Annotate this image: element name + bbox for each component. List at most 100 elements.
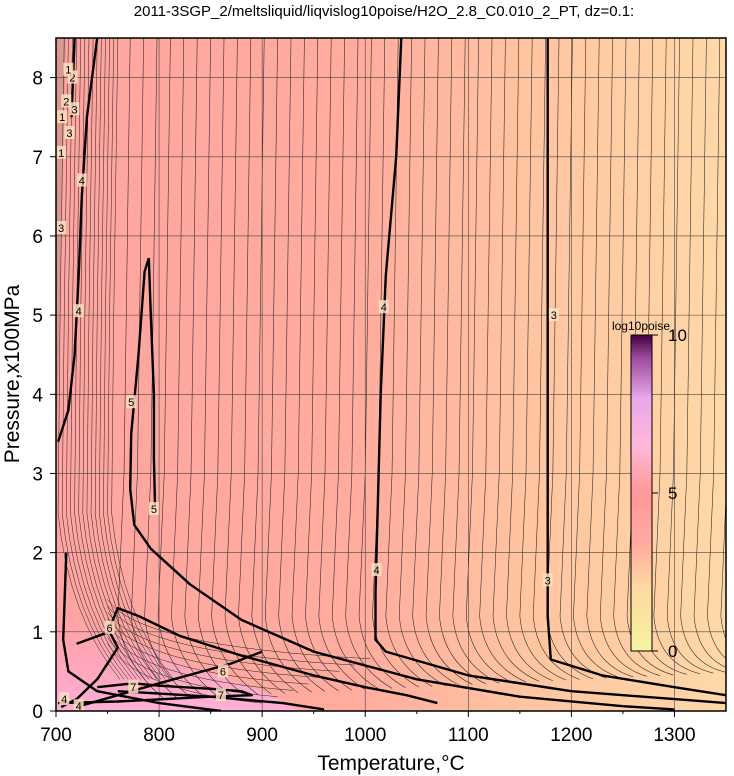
contour-label: 3 [545, 575, 551, 587]
contour-label-bg [542, 573, 553, 587]
thin-contour-line [264, 38, 312, 693]
thin-contour-line [519, 38, 567, 681]
contour-line-5 [128, 257, 675, 711]
thin-contour-line [492, 38, 540, 682]
thin-contour-line [107, 618, 325, 678]
y-tick-label: 7 [32, 148, 43, 169]
thin-contour-line [107, 605, 355, 666]
contour-line-6 [108, 606, 438, 705]
thin-contour-line [331, 38, 379, 690]
thin-contour-line [707, 38, 726, 659]
contour-label: 5 [151, 504, 157, 516]
thin-contour-line [666, 38, 714, 674]
x-tick-label: 900 [246, 725, 278, 746]
thin-contour-line [94, 38, 158, 680]
thin-contour-line [693, 38, 726, 668]
thin-contour-line [278, 38, 326, 692]
thin-contour-line [372, 38, 419, 688]
contour-label: 4 [374, 565, 380, 577]
contour-label: 2 [69, 73, 75, 85]
x-tick-label: 800 [143, 725, 175, 746]
thin-contour-line [439, 38, 486, 685]
contour-line-5 [62, 552, 222, 711]
x-tick-label: 700 [40, 725, 72, 746]
low-temperature-high-viscosity-region [56, 600, 300, 711]
heatmap-background [56, 38, 726, 711]
thin-contour-line [238, 38, 285, 694]
contour-label: 3 [71, 104, 77, 116]
grid-lines [56, 38, 726, 711]
y-axis-label: Pressure,x100MPa [1, 284, 24, 463]
thin-contour-line [586, 38, 634, 678]
y-tick-label: 5 [32, 306, 43, 327]
thin-contour-line [130, 38, 178, 699]
thin-contour-line [613, 38, 661, 676]
contour-label-bg [217, 664, 228, 678]
thin-contour-line [107, 624, 309, 685]
contour-label-bg [56, 221, 67, 235]
thin-contour-line [720, 490, 726, 640]
contour-label: 7 [218, 690, 224, 702]
x-tick-label: 1000 [344, 725, 386, 746]
contour-label-bg [57, 110, 68, 124]
contour-line-4 [56, 38, 99, 443]
contour-label: 4 [61, 694, 67, 706]
contour-label-bg [148, 502, 159, 516]
x-tick-label: 1100 [448, 725, 489, 746]
thin-contour-line [107, 630, 294, 691]
thin-contour-line [345, 38, 393, 689]
thin-contour-line [117, 38, 165, 700]
thin-contour-line [107, 611, 340, 672]
chart-title: 2011-3SGP_2/meltsliquid/liqvislog10poise… [134, 3, 634, 20]
contour-label-bg [215, 688, 226, 702]
contour-label: 3 [66, 128, 72, 140]
colorbar-tick-label: 5 [668, 484, 677, 503]
plot-frame [55, 37, 727, 712]
thin-contour-line [78, 38, 141, 680]
thin-contour-line [358, 38, 406, 688]
contour-label: 4 [76, 306, 82, 318]
x-axis-label: Temperature,°C [317, 752, 464, 775]
contour-label: 6 [220, 666, 226, 678]
contour-label-bg [104, 620, 115, 634]
contour-label-bg [61, 94, 72, 108]
contour-label-bg [378, 300, 389, 314]
contour-label: 6 [107, 623, 113, 635]
thin-contour-line [197, 38, 245, 696]
contour-label: 1 [65, 65, 71, 77]
y-tick-label: 1 [32, 623, 43, 644]
thin-contour-line [318, 38, 366, 690]
bold-contour-lines [56, 38, 726, 711]
thin-contour-line [111, 38, 174, 680]
thin-contour-line [506, 38, 553, 682]
contour-label: 3 [551, 310, 557, 322]
thin-contour-line [86, 38, 149, 680]
contour-label: 1 [58, 148, 64, 160]
y-tick-label: 6 [32, 227, 43, 248]
colorbar: log10poise 0 5 10 [612, 319, 687, 661]
x-tick-label: 1200 [550, 725, 592, 746]
contour-label-bg [73, 304, 84, 318]
x-tick-label: 1300 [653, 725, 695, 746]
contour-line-5 [147, 258, 157, 506]
contour-label-bg [548, 308, 559, 322]
thin-contour-line [412, 38, 460, 686]
thin-contour-line [680, 38, 726, 673]
thin-contour-line [107, 38, 170, 680]
thin-contour-line [465, 38, 513, 683]
contour-label-bg [73, 699, 84, 711]
contour-label-bg [69, 102, 80, 116]
thin-contour-line [103, 38, 166, 680]
contour-label: 4 [79, 176, 85, 188]
contour-label-bg [59, 692, 70, 706]
contour-label: 1 [59, 112, 65, 124]
colorbar-tick-label: 10 [668, 326, 687, 345]
y-tick-label: 4 [32, 385, 43, 406]
thin-contour-line [90, 38, 154, 680]
contour-label-bg [126, 395, 137, 409]
contour-label: 7 [130, 682, 136, 694]
contour-label-bg [128, 680, 139, 694]
